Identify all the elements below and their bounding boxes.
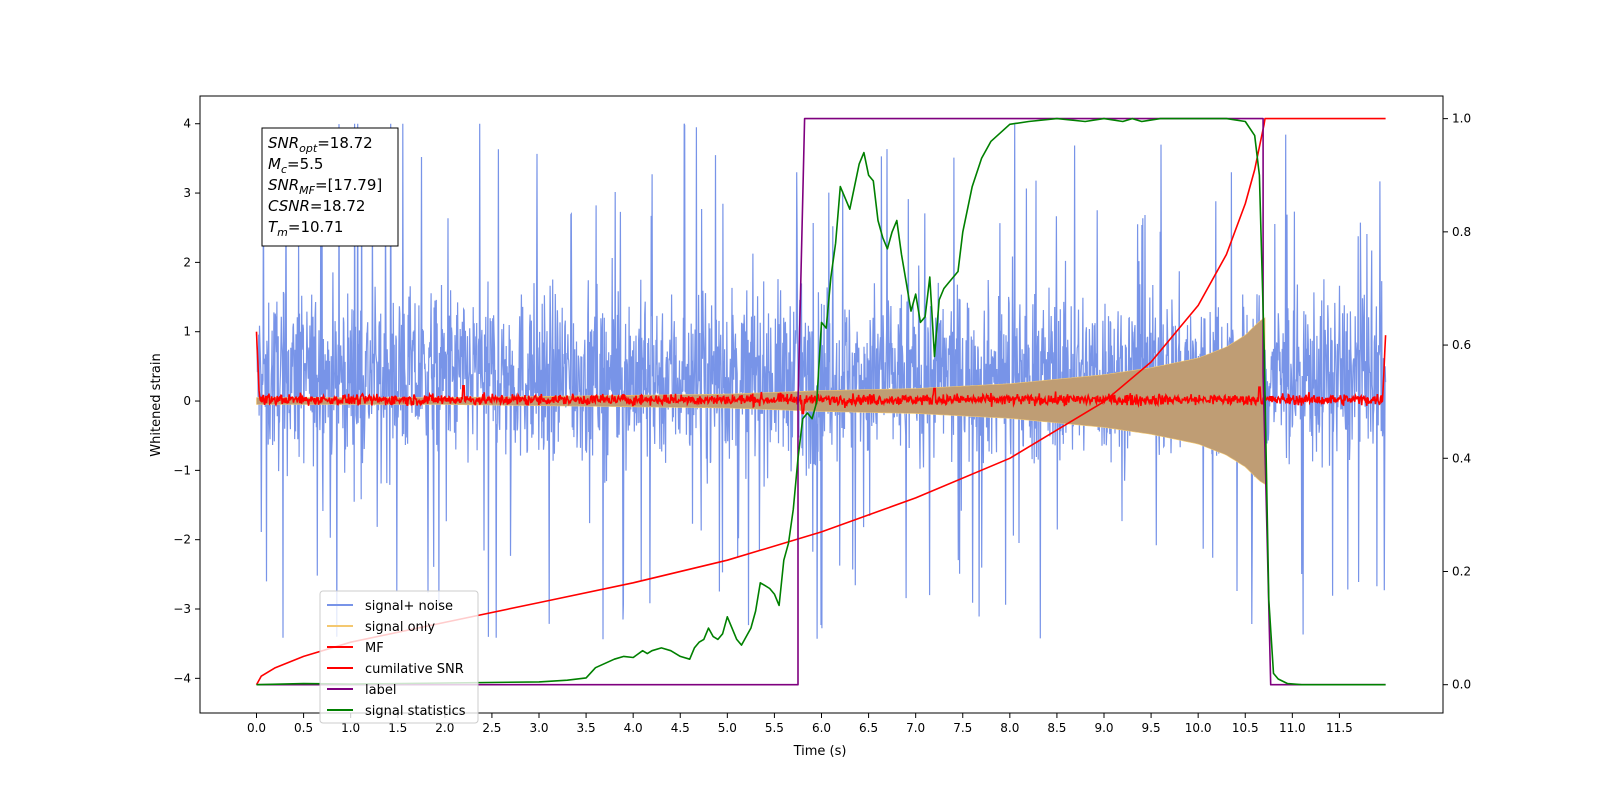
y2-tick-label: 0.6 <box>1452 338 1471 352</box>
x-tick-label: 3.5 <box>577 721 596 735</box>
legend-entry: signal only <box>365 620 435 635</box>
y2-tick-label: 0.8 <box>1452 225 1471 239</box>
legend-frame <box>319 590 479 724</box>
x-tick-label: 1.5 <box>388 721 407 735</box>
x-tick-label: 2.0 <box>435 721 454 735</box>
y2-tick-label: 0.2 <box>1452 564 1471 578</box>
legend-entry: signal+ noise <box>365 599 453 614</box>
x-tick-label: 3.0 <box>529 721 548 735</box>
x-tick-label: 4.5 <box>671 721 690 735</box>
x-tick-label: 1.0 <box>341 721 360 735</box>
legend-entry: cumilative SNR <box>365 662 464 677</box>
legend-entry: signal statistics <box>365 704 466 719</box>
annotation-box: SNRopt=18.72Mc=5.5SNRMF=[17.79]CSNR=18.7… <box>261 127 399 247</box>
axes-layer: 0.0 0.5 1.0 1.5 2.0 2.5 3.0 3.5 4.0 4.5 5.0 5.5 6.0 6… <box>173 112 1471 735</box>
x-tick-label: 2.5 <box>482 721 501 735</box>
x-tick-label: 10.5 <box>1232 721 1259 735</box>
y-tick-label: 0 <box>183 394 191 408</box>
x-tick-label: 9.5 <box>1142 721 1161 735</box>
y-tick-label: −1 <box>173 463 191 477</box>
x-tick-label: 7.5 <box>953 721 972 735</box>
annotation-line: CSNR=18.72 <box>268 197 365 215</box>
x-tick-label: 5.0 <box>718 721 737 735</box>
x-tick-label: 4.0 <box>624 721 643 735</box>
x-tick-label: 6.0 <box>812 721 831 735</box>
x-tick-label: 7.0 <box>906 721 925 735</box>
legend-entry: MF <box>365 641 384 656</box>
x-tick-label: 11.0 <box>1279 721 1306 735</box>
x-tick-label: 9.0 <box>1094 721 1113 735</box>
x-tick-label: 8.5 <box>1047 721 1066 735</box>
x-tick-label: 11.5 <box>1326 721 1353 735</box>
annotation-line: Mc=5.5 <box>268 155 323 176</box>
y-tick-label: 1 <box>183 325 191 339</box>
annotation-line: Tm=10.71 <box>268 218 343 239</box>
series-mf <box>255 331 1387 415</box>
x-tick-label: 6.5 <box>859 721 878 735</box>
x-axis-label: Time (s) <box>793 744 847 759</box>
annotation-line: SNRMF=[17.79] <box>268 176 382 197</box>
y2-tick-label: 0.0 <box>1452 678 1471 692</box>
annotation-frame <box>261 127 399 247</box>
legend: signal+ noise signal only MF cumilative SNR… <box>319 590 479 724</box>
x-tick-label: 10.0 <box>1185 721 1212 735</box>
y-axis-label: Whitened strain <box>149 353 164 456</box>
x-tick-label: 8.0 <box>1000 721 1019 735</box>
y-tick-label: −4 <box>173 671 191 685</box>
legend-entry: label <box>365 683 396 698</box>
y-tick-label: −2 <box>173 533 191 547</box>
x-tick-label: 5.5 <box>765 721 784 735</box>
series-signal-statistics <box>256 117 1386 686</box>
y-tick-label: −3 <box>173 602 191 616</box>
annotation-line: SNRopt=18.72 <box>268 134 373 155</box>
y-tick-label: 4 <box>183 117 191 131</box>
y-tick-label: 3 <box>183 186 191 200</box>
y-tick-label: 2 <box>183 255 191 269</box>
x-tick-label: 0.0 <box>247 721 266 735</box>
series-layer <box>255 117 1387 686</box>
series-label <box>256 117 1386 686</box>
y2-tick-label: 1.0 <box>1452 112 1471 126</box>
x-tick-label: 0.5 <box>294 721 313 735</box>
y2-tick-label: 0.4 <box>1452 451 1471 465</box>
